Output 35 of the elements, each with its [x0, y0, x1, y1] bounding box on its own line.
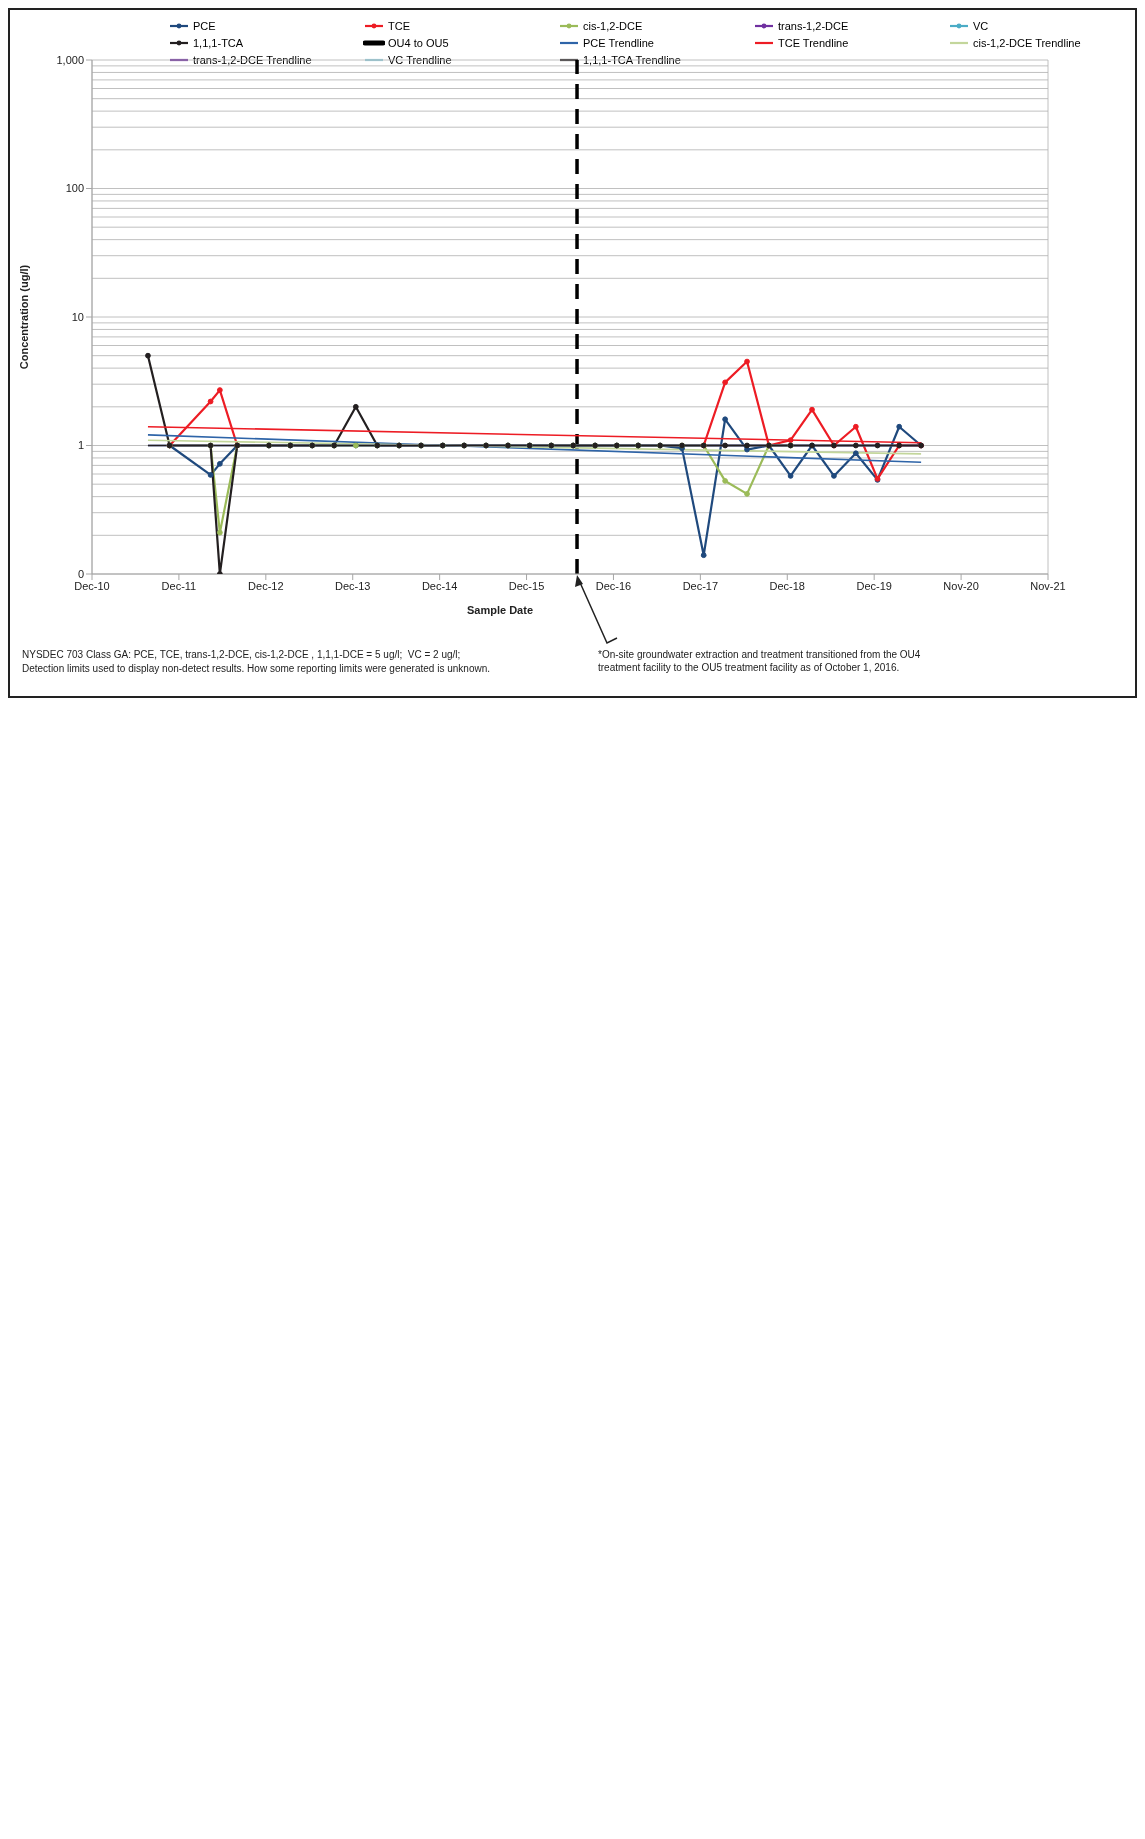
y-tick-label: 100: [65, 182, 84, 195]
legend-label: trans-1,2-DCE: [778, 20, 849, 32]
legend-label: PCE: [193, 20, 216, 32]
x-tick-label: Dec-19: [856, 579, 892, 592]
y-tick-label: 1: [77, 439, 84, 452]
legend-label: 1,1,1-TCA Trendline: [583, 54, 681, 66]
x-tick-label: Dec-10: [74, 579, 110, 592]
legend-label: 1,1,1-TCA: [193, 37, 244, 49]
legend-label: TCE: [388, 20, 410, 32]
x-axis-title: Sample Date: [466, 604, 534, 616]
legend-label: OU4 to OU5: [388, 37, 449, 49]
y-tick-label: 0: [77, 567, 84, 580]
x-tick-label: Dec-11: [161, 579, 197, 592]
text: *On-site groundwater extraction and treatment transitioned from the OU4 treatment facility to the OU5 treatment facility as of October 1, 2016.: [598, 648, 922, 674]
legend-label: PCE Trendline: [583, 37, 654, 49]
x-tick-label: Nov-21: [1030, 579, 1066, 592]
x-tick-label: Dec-14: [421, 579, 458, 592]
x-tick-label: Nov-20: [943, 579, 979, 592]
y-axis-title: Concentration (ug/l): [17, 264, 30, 370]
legend-label: trans-1,2-DCE Trendline: [193, 54, 312, 66]
x-tick-label: Dec-13: [334, 579, 371, 592]
x-tick-label: Dec-17: [682, 579, 719, 592]
text: NYSDEC 703 Class GA: PCE, TCE, trans-1,2-DCE, cis-1,2-DCE , 1,1,1-DCE = 5 ug/l; VC = 2 ug/l;: [22, 648, 462, 661]
y-tick-label: 1,000: [56, 53, 84, 66]
x-tick-label: Dec-12: [248, 579, 284, 592]
y-tick-label: 10: [71, 310, 84, 323]
legend-label: cis-1,2-DCE Trendline: [973, 37, 1081, 49]
legend-label: VC: [973, 20, 989, 32]
legend-label: TCE Trendline: [778, 37, 849, 49]
x-tick-label: Dec-16: [595, 579, 632, 592]
legend-label: VC Trendline: [388, 54, 452, 66]
x-tick-label: Dec-18: [769, 579, 806, 592]
legend-label: cis-1,2-DCE: [583, 20, 643, 32]
x-tick-label: Dec-15: [508, 579, 545, 592]
text: Detection limits used to display non-detect results. How some reporting limits were generated is unknown.: [22, 662, 491, 675]
